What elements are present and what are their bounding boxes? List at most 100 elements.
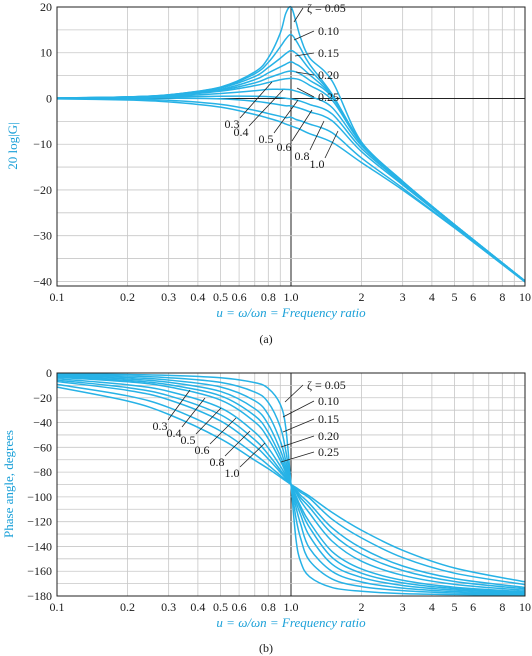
magnitude-x-axis-label: u = ω/ωn = Frequency ratio [216,305,366,320]
phase-zeta-label-0-3: 0.3 [153,419,168,433]
magnitude-x-tick-0-6: 0.6 [232,290,247,304]
magnitude-zeta-leader [295,71,315,76]
magnitude-zeta-label-0-10: 0.10 [318,24,339,38]
magnitude-y-tick-30: −30 [33,229,52,243]
phase-x-tick-labels: 0.1 0.2 0.3 0.4 0.5 0.6 0.8 1.0 2 3 4 5 6 8 10 [50,600,532,614]
magnitude-zeta-label-0-25: 0.25 [318,90,339,104]
magnitude-zeta-leader [294,52,315,57]
panel-label-b: (b) [259,641,273,655]
magnitude-y-tick-20: −20 [33,183,52,197]
magnitude-x-tick-0-3: 0.3 [161,290,176,304]
phase-x-tick-8: 8 [499,600,505,614]
phase-zeta-leader [224,430,251,457]
magnitude-zeta-leader [324,130,339,159]
magnitude-x-tick-0-1: 0.1 [50,290,65,304]
magnitude-zeta-leader [239,81,273,119]
phase-zeta-leader [282,418,315,433]
magnitude-curve-zeta-0-5 [56,95,526,283]
magnitude-x-tick-5: 5 [452,290,458,304]
magnitude-zeta-leader [291,109,313,142]
magnitude-zeta-leader [273,99,299,134]
magnitude-zeta-leader [296,87,315,98]
phase-plot-frame [56,372,526,597]
magnitude-plot-frame [56,6,526,287]
magnitude-zeta-leader [248,89,284,127]
phase-zeta-label-0-25: 0.25 [318,445,339,459]
magnitude-zeta-label-0-6: 0.6 [277,140,292,154]
phase-x-tick-5: 5 [452,600,458,614]
phase-x-tick-0-2: 0.2 [120,600,135,614]
magnitude-zeta-label-1-0: 1.0 [310,157,325,171]
magnitude-x-tick-2: 2 [358,290,364,304]
magnitude-y-tick-10: 10 [40,46,52,60]
magnitude-zeta-labels: ζ = 0.05 0.10 0.15 0.20 0.25 0.30.4 0.50.60.81… [225,1,346,171]
phase-y-tick-20: −20 [33,391,52,405]
magnitude-zeta-label-0-20: 0.20 [318,68,339,82]
phase-y-tick-labels: 0 −20 −40 −60 −80 −100 −120 −140 −160 −180 [27,366,52,603]
phase-y-tick-0: 0 [46,366,52,380]
phase-zeta-label-1-0: 1.0 [225,466,240,480]
phase-y-tick-60: −60 [33,440,52,454]
magnitude-y-tick-0: 0 [46,91,52,105]
magnitude-x-tick-3: 3 [400,290,406,304]
magnitude-zeta-label-0-4: 0.4 [234,125,249,139]
phase-y-tick-40: −40 [33,416,52,430]
phase-zeta-label-0-8: 0.8 [210,455,225,469]
phase-y-tick-100: −100 [27,490,52,504]
phase-zeta-leader [209,417,237,445]
phase-zeta-label-0-10: 0.10 [318,394,339,408]
magnitude-x-tick-0-8: 0.8 [261,290,276,304]
magnitude-x-tick-0-4: 0.4 [190,290,205,304]
magnitude-curve-zeta-0-6 [56,97,526,283]
phase-y-tick-140: −140 [27,539,52,553]
phase-zeta-leader [280,435,315,448]
phase-y-tick-120: −120 [27,515,52,529]
magnitude-y-tick-40: −40 [33,274,52,288]
phase-x-tick-0-8: 0.8 [261,600,276,614]
phase-x-tick-6: 6 [470,600,476,614]
magnitude-y-tick-20: 20 [40,0,52,14]
phase-x-tick-4: 4 [429,600,435,614]
magnitude-x-tick-4: 4 [429,290,435,304]
magnitude-zeta-label-0-5: 0.5 [259,132,274,146]
phase-zeta-leader [280,451,315,463]
magnitude-x-tick-0-5: 0.5 [213,290,228,304]
phase-zeta-label-0-6: 0.6 [195,443,210,457]
phase-x-tick-0-1: 0.1 [50,600,65,614]
magnitude-zeta-label-0-8: 0.8 [295,149,310,163]
magnitude-x-tick-1-0: 1.0 [284,290,299,304]
phase-x-tick-1-0: 1.0 [284,600,299,614]
magnitude-curve-zeta-1 [56,98,526,283]
magnitude-zeta-leader [293,30,315,41]
phase-plot: 0 −20 −40 −60 −80 −100 −120 −140 −160 −180 0.1 0.2… [1,366,531,655]
magnitude-zeta-label-0-3: 0.3 [225,117,240,131]
phase-x-axis-label: u = ω/ωn = Frequency ratio [216,615,366,630]
phase-y-tick-160: −160 [27,564,52,578]
phase-y-tick-80: −80 [33,465,52,479]
phase-zeta-labels: ζ = 0.05 0.10 0.15 0.20 0.25 0.3 0.4 0.50.60.81… [153,378,346,480]
magnitude-curve-zeta-0-4 [56,88,526,282]
magnitude-zeta-leader [293,7,304,23]
magnitude-curve-zeta-0-8 [56,97,526,283]
magnitude-x-tick-10: 10 [519,290,531,304]
panel-label-a: (a) [259,332,272,346]
phase-x-tick-0-4: 0.4 [190,600,205,614]
magnitude-y-tick-10: −10 [33,137,52,151]
phase-zeta-leader [284,384,304,403]
phase-curves [56,372,526,597]
phase-x-tick-3: 3 [400,600,406,614]
phase-x-tick-0-3: 0.3 [161,600,176,614]
phase-zeta-label-0-15: 0.15 [318,412,339,426]
phase-zeta-label-0-5: 0.5 [181,433,196,447]
phase-zeta-label-0-20: 0.20 [318,429,339,443]
magnitude-zeta-label-0-05: ζ = 0.05 [307,1,346,15]
phase-curve-zeta-1 [56,386,526,583]
phase-y-tick-180: −180 [27,589,52,603]
magnitude-zeta-leader [309,120,325,151]
phase-x-tick-0-6: 0.6 [232,600,247,614]
phase-x-tick-10: 10 [519,600,531,614]
phase-zeta-label-0-4: 0.4 [167,426,182,440]
phase-zeta-leader [181,397,206,428]
magnitude-x-tick-labels: 0.1 0.2 0.3 0.4 0.5 0.6 0.8 1.0 2 3 4 5 6 8 10 [50,290,532,304]
